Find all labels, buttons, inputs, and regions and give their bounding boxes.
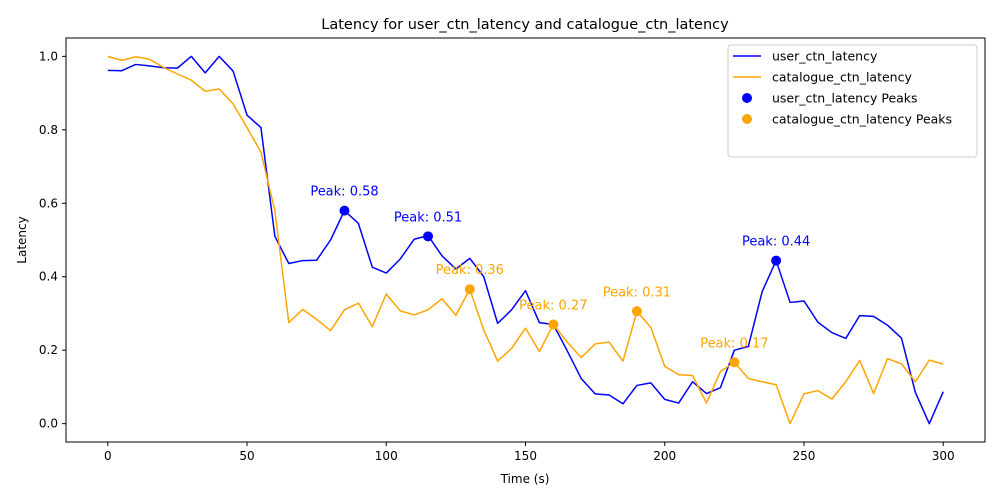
peak-point — [423, 231, 434, 242]
x-tick-label: 100 — [375, 449, 398, 463]
plot-area: Peak: 0.58 Peak: 0.51 Peak: 0.44 Peak: 0.36… — [107, 55, 944, 425]
peak-point — [464, 284, 475, 295]
peak-label: Peak: 0.31 — [603, 285, 671, 300]
peak-point — [631, 306, 642, 317]
legend-label: user_ctn_latency — [772, 49, 878, 64]
x-tick-label: 250 — [793, 449, 816, 463]
x-axis-label: Time (s) — [500, 472, 550, 486]
legend-dot-swatch — [742, 93, 752, 103]
chart-legend: user_ctn_latency catalogue_ctn_latencyuse… — [727, 44, 978, 158]
series-line-catalogue-ctn-latency — [107, 55, 944, 425]
x-tick-label: 50 — [239, 449, 254, 463]
peak-point — [548, 319, 559, 330]
y-tick-label: 0.6 — [39, 196, 58, 210]
legend-label: catalogue_ctn_latency — [772, 70, 912, 85]
series-line-user-ctn-latency — [107, 55, 944, 425]
peak-label: Peak: 0.17 — [700, 336, 768, 351]
x-tick-label: 200 — [653, 449, 676, 463]
legend-label: catalogue_ctn_latency Peaks — [772, 112, 952, 127]
x-tick-label: 300 — [932, 449, 955, 463]
peak-label: Peak: 0.58 — [310, 185, 378, 200]
y-axis: 0.0 0.2 0.4 0.6 0.8 1.0 — [39, 49, 66, 431]
peak-point — [771, 255, 782, 266]
y-tick-label: 0.8 — [39, 123, 58, 137]
x-axis: 0 50 100 150 200 250 300 — [104, 442, 955, 463]
legend-dot-swatch — [742, 114, 752, 124]
peak-point — [729, 357, 740, 368]
chart-title: Latency for user_ctn_latency and catalog… — [321, 17, 729, 33]
peak-point — [339, 205, 350, 216]
x-tick-label: 150 — [514, 449, 537, 463]
peak-label: Peak: 0.36 — [436, 263, 504, 278]
legend-box — [727, 44, 978, 158]
y-axis-label: Latency — [15, 216, 29, 263]
peak-label: Peak: 0.44 — [742, 235, 810, 250]
y-tick-label: 0.0 — [39, 417, 58, 431]
y-tick-label: 0.2 — [39, 343, 58, 357]
x-tick-label: 0 — [104, 449, 112, 463]
legend-label: user_ctn_latency Peaks — [772, 91, 918, 106]
peak-label: Peak: 0.51 — [394, 210, 462, 225]
peak-label: Peak: 0.27 — [519, 298, 587, 313]
y-tick-label: 0.4 — [39, 270, 58, 284]
y-tick-label: 1.0 — [39, 49, 58, 63]
